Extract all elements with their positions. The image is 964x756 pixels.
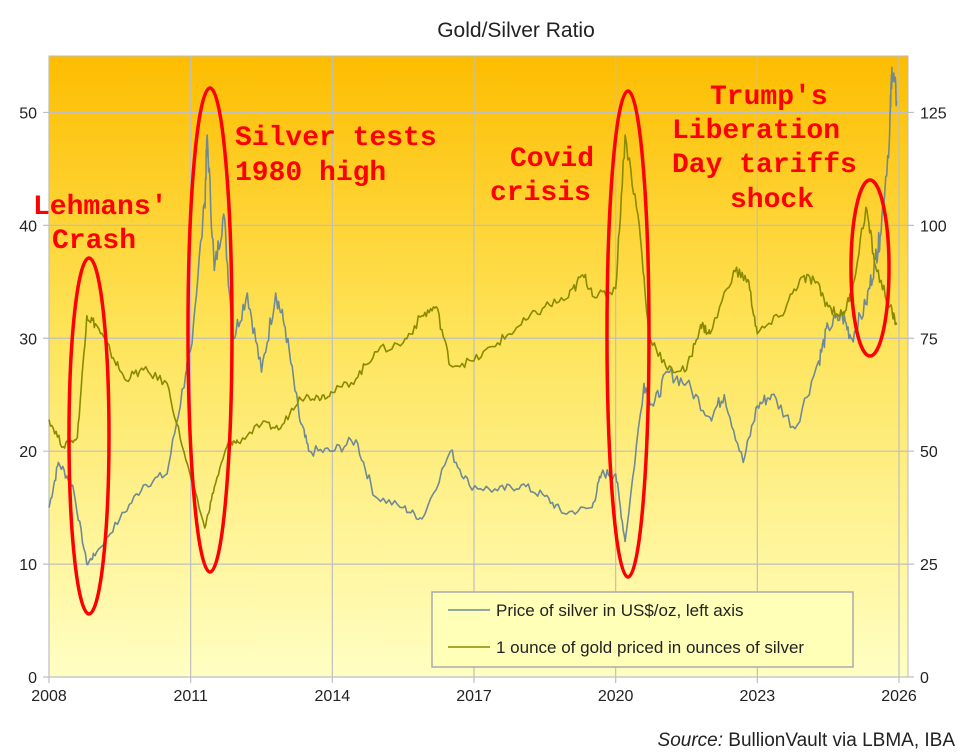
x-tick-label: 2008 — [31, 688, 67, 705]
axis-ticks: 2008 2011 2014 2017 2020 2023 2026010203040500… — [19, 105, 947, 705]
annotation-covid-2: crisis — [490, 178, 591, 209]
annotation-trump-1: Trump's — [710, 82, 828, 113]
legend-label-silver: Price of silver in US$/oz, left axis — [496, 601, 744, 620]
x-tick-label: 2011 — [173, 688, 208, 705]
legend: Price of silver in US$/oz, left axis 1 o… — [431, 591, 854, 668]
x-tick-label: 2020 — [598, 688, 634, 705]
annotation-trump-3: Day tariffs — [672, 150, 857, 181]
y-right-tick-label: 100 — [920, 218, 947, 235]
annotation-covid-1: Covid — [510, 144, 594, 175]
series-lines — [48, 66, 898, 566]
y-left-tick-label: 30 — [19, 331, 37, 348]
y-left-tick-label: 50 — [19, 105, 37, 122]
lehman-ellipse — [67, 256, 111, 616]
y-left-tick-label: 0 — [28, 670, 37, 687]
x-tick-label: 2026 — [881, 688, 917, 705]
gold-silver-ratio-line — [48, 134, 898, 529]
x-tick-label: 2014 — [315, 688, 351, 705]
annotations: Lehmans' Crash Silver tests 1980 high Co… — [33, 82, 857, 257]
y-right-tick-label: 125 — [920, 105, 947, 122]
annotation-trump-4: shock — [730, 185, 814, 216]
plot-area — [48, 55, 909, 678]
y-left-tick-label: 20 — [19, 444, 37, 461]
annotation-silver-1: Silver tests — [235, 123, 437, 154]
x-tick-label: 2023 — [740, 688, 776, 705]
annotation-silver-2: 1980 high — [235, 158, 386, 189]
covid-ellipse — [605, 89, 651, 579]
annotation-lehman-1: Lehmans' — [33, 192, 167, 223]
y-right-tick-label: 50 — [920, 444, 938, 461]
annotation-lehman-2: Crash — [52, 226, 136, 257]
highlight-ellipses — [67, 86, 891, 616]
y-left-tick-label: 40 — [19, 218, 37, 235]
annotation-trump-2: Liberation — [672, 116, 840, 147]
chart-title: Gold/Silver Ratio — [437, 19, 595, 42]
source-note: Source: BullionVault via LBMA, IBA — [658, 730, 956, 751]
silver-ellipse — [186, 86, 234, 574]
source-text: BullionVault via LBMA, IBA — [723, 730, 955, 751]
x-tick-label: 2017 — [456, 688, 492, 705]
y-right-tick-label: 0 — [920, 670, 929, 687]
y-right-tick-label: 25 — [920, 557, 938, 574]
y-left-tick-label: 10 — [19, 557, 37, 574]
silver-price-line — [48, 66, 898, 566]
gridlines — [43, 56, 914, 683]
legend-label-ratio: 1 ounce of gold priced in ounces of silv… — [496, 638, 804, 657]
trump-ellipse — [849, 178, 891, 358]
y-right-tick-label: 75 — [920, 331, 938, 348]
source-label: Source: — [658, 730, 723, 751]
